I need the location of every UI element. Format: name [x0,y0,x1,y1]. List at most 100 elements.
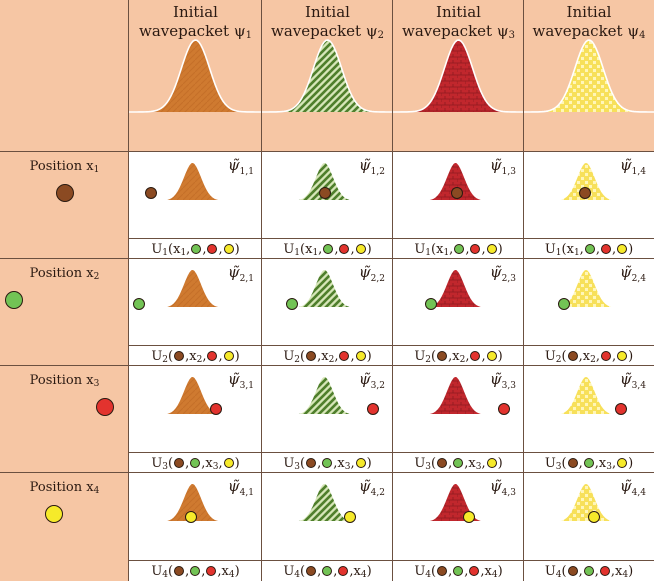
wavepacket-outline [524,268,654,308]
particle-marker-red [366,403,379,415]
wavepacket-shape [393,40,524,112]
argument-dot-red [339,351,350,361]
evolved-wavepacket [524,268,654,308]
evolved-psi-label: ψ̃4,1 [228,477,254,498]
position-marker-red [96,398,114,416]
argument-dot-red [470,244,481,254]
argument-dot-yellow [355,244,366,254]
argument-dot-red [338,566,349,576]
psi-tilde-symbol: ψ̃ [227,263,240,281]
unitary-label-strip: U2(,x2,,) [393,345,524,366]
evolved-psi-label: ψ̃2,1 [227,263,254,284]
unitary-label-strip: U3(, ,x3,) [524,452,654,473]
psi-tilde-symbol: ψ̃ [619,156,632,174]
position-var-sub: 1 [180,248,187,258]
particle-marker-brown [579,187,591,199]
wavepacket-shape [393,376,524,414]
argument-dot-yellow [223,458,234,468]
particle-marker-brown [318,187,331,199]
particle-marker-red [615,403,627,415]
wavepacket-outline [393,482,524,522]
position-var: x [221,564,229,579]
psi-symbol: ψ [233,22,246,40]
argument-dot-red [206,566,217,576]
psi-tilde-symbol: ψ̃ [358,477,371,495]
argument-dot-brown [567,458,578,468]
unitary-index: 1 [162,248,169,258]
position-var: x [436,242,444,257]
evolved-wavepacket [129,375,262,415]
wavepacket-outline [129,39,262,113]
psi-index: 1,3 [501,167,516,177]
cell-4-1: ψ̃4,1 U4(,, ,x4) [129,473,262,581]
position-subscript: 3 [93,379,100,389]
wavepacket-outline [524,39,654,113]
evolved-psi-label: ψ̃1,4 [619,156,646,177]
grid-line-horizontal [0,365,654,366]
wavepacket-outline [262,39,393,113]
psi-tilde-symbol: ψ̃ [619,370,632,388]
argument-dot-yellow [223,351,234,361]
wavepacket-outline [129,161,262,201]
position-var-sub: 3 [475,462,482,472]
psi-index: 3,1 [239,381,254,391]
unitary-symbol: U [283,564,295,579]
unitary-symbol: U [151,242,163,257]
argument-dot-green [322,458,333,468]
wavepacket-shape [129,40,262,112]
initial-wavepacket-4 [524,39,654,113]
argument-dot-red [339,244,350,254]
unitary-index: 4 [425,570,432,580]
position-var: x [189,349,197,364]
position-var: x [566,242,574,257]
unitary-symbol: U [151,456,163,471]
position-var: x [598,456,607,471]
unitary-label-strip: U4(,, ,x4) [262,560,393,581]
unitary-label-strip: U2(,x2,,) [129,345,262,366]
cell-2-2: ψ̃2,2 U2(,x2,,) [262,259,393,366]
psi-index: 2,2 [370,274,385,284]
wavepacket-outline [262,161,393,201]
wavepacket-outline [129,268,262,308]
evolved-psi-label: ψ̃1,1 [228,156,254,177]
position-var-sub: 3 [606,462,612,472]
psi-index: 4,2 [370,488,385,498]
argument-dot-red [469,566,480,576]
unitary-label: U2(,x2,,) [283,349,372,365]
wavepacket-outline [393,161,524,201]
cell-1-1: ψ̃1,1 U1(x1,,,) [129,152,262,259]
position-text: Position x [29,373,94,388]
position-var-sub: 4 [622,570,629,580]
grid-line-vertical [392,0,393,581]
argument-dot-red [470,351,481,361]
cell-3-2: ψ̃3,2 U3(, ,x3,) [262,366,393,473]
argument-dot-green [454,244,465,254]
evolved-psi-label: ψ̃1,2 [359,156,385,177]
position-label: Position x3 [0,373,129,389]
psi-index: 2,3 [501,274,516,284]
argument-dot-green [190,458,201,468]
evolved-wavepacket [393,482,524,522]
argument-dot-brown [306,458,317,468]
header-line2: wavepacket [271,22,362,40]
cell-1-4: ψ̃1,4 U1(x1,,,) [524,152,654,259]
unitary-symbol: U [544,564,556,579]
wavepacket-outline [393,268,524,308]
psi-index: 2,4 [631,274,646,284]
header-line1: Initial [436,3,481,21]
unitary-index: 2 [555,355,562,365]
cell-3-4: ψ̃3,4 U3(, ,x3,) [524,366,654,473]
evolved-wavepacket [524,375,654,415]
psi-subscript: 1 [245,30,252,41]
psi-tilde-symbol: ψ̃ [489,370,502,388]
argument-dot-brown [174,351,185,361]
position-var-sub: 1 [573,248,580,258]
argument-dot-green [453,566,464,576]
initial-wavepacket-1 [129,39,262,113]
evolved-wavepacket [262,161,393,201]
cell-2-1: ψ̃2,1 U2(,x2,,) [129,259,262,366]
evolved-wavepacket [129,482,262,522]
psi-symbol: ψ [496,22,509,40]
cell-1-2: ψ̃1,2 U1(x1,,,) [262,152,393,259]
grid-line-horizontal [0,151,654,152]
